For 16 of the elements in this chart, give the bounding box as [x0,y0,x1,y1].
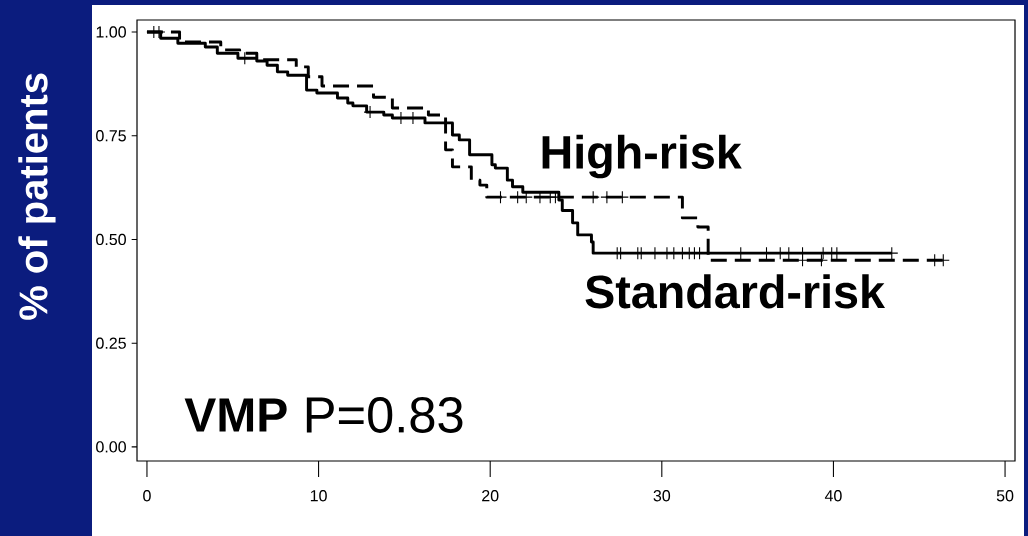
y-axis-title: % of patients [18,73,56,320]
x-tick-label: 20 [482,490,499,502]
x-tick-label: 0 [143,490,151,502]
y-tick-label: 0.75 [96,130,126,142]
x-tick-label: 10 [310,490,327,502]
y-tick-label: 1.00 [96,26,126,38]
series-label: High-risk [542,134,742,179]
y-tick-label: 0.25 [96,337,126,349]
y-tick-label: 0.00 [96,441,126,453]
annotation: VMP [184,398,287,432]
x-tick-label: 40 [824,490,842,502]
y-tick-label: 0.50 [96,233,126,246]
annotation: P=0.83 [306,397,463,433]
x-tick-label: 50 [996,490,1014,502]
x-tick-label: 30 [653,490,671,502]
series-label: Standard-risk [585,274,886,309]
